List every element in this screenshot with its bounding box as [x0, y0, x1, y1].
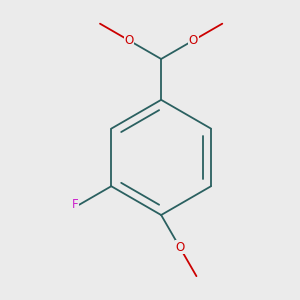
Text: F: F [72, 198, 79, 211]
Text: O: O [189, 34, 198, 47]
Text: O: O [124, 34, 134, 47]
Text: O: O [175, 241, 184, 254]
